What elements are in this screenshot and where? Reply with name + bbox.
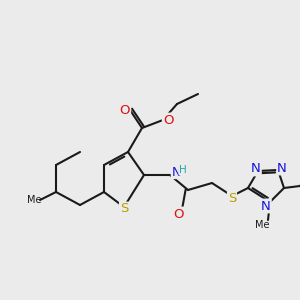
Text: N: N xyxy=(277,161,287,175)
Text: N: N xyxy=(261,200,271,212)
Text: N: N xyxy=(251,163,261,176)
Text: S: S xyxy=(228,191,236,205)
Text: O: O xyxy=(120,103,130,116)
Text: N: N xyxy=(171,166,181,178)
Text: S: S xyxy=(120,202,128,215)
Text: H: H xyxy=(179,165,187,175)
Text: Me: Me xyxy=(255,220,269,230)
Text: O: O xyxy=(174,208,184,220)
Text: O: O xyxy=(163,113,173,127)
Text: Me: Me xyxy=(27,195,41,205)
